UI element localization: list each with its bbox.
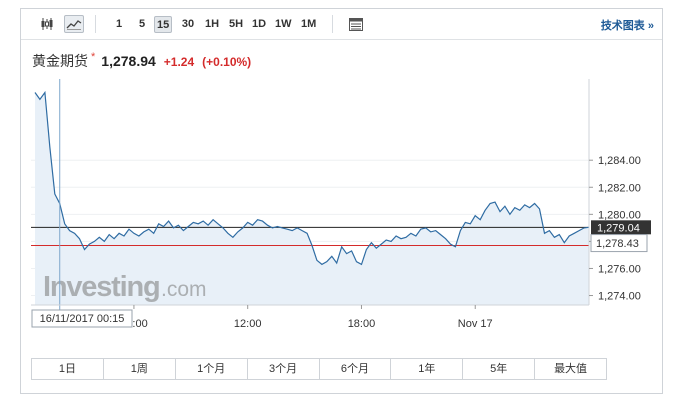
candlestick-icon[interactable] <box>38 15 56 33</box>
interval-5h[interactable]: 5H <box>229 18 244 30</box>
quote-header: 黄金期货 * 1,278.94 +1.24 (+0.10%) <box>32 51 251 71</box>
interval-30[interactable]: 30 <box>181 18 195 30</box>
interval-1[interactable]: 1 <box>115 18 123 30</box>
y-tick-label: 1,276.00 <box>598 263 641 275</box>
range-tab-7[interactable]: 最大值 <box>554 363 588 375</box>
price-area <box>35 92 589 305</box>
interval-1d[interactable]: 1D <box>252 18 267 30</box>
instrument-name: 黄金期货 <box>32 53 88 69</box>
x-tick-label: Nov 17 <box>458 318 493 330</box>
y-tick-label: 1,284.00 <box>598 155 641 167</box>
delayed-star-icon: * <box>91 51 96 63</box>
price-line <box>34 90 590 266</box>
range-tab-0[interactable]: 1日 <box>32 359 104 379</box>
crosshair-time-label: 16/11/2017 00:15 <box>40 313 125 325</box>
current-price-tag: 1,279.04 <box>591 220 651 235</box>
range-tab-1[interactable]: 1周 <box>104 359 176 379</box>
y-tick-label: 1,274.00 <box>598 291 641 303</box>
range-tab-5[interactable]: 1年 <box>391 359 464 379</box>
interval-15[interactable]: 15 <box>154 16 173 33</box>
y-tick-label: 1,280.00 <box>598 209 641 221</box>
table-icon[interactable] <box>347 15 365 33</box>
last-price: 1,278.94 <box>101 53 156 69</box>
interval-1m[interactable]: 1M <box>301 18 317 30</box>
line-chart-icon[interactable] <box>64 15 84 33</box>
x-tick-label: 12:00 <box>234 318 262 330</box>
chart-widget: 1 5 15 30 1H 5H 1D 1W 1M 技术图表 » 黄金期货 * 1,278.94 +1.… <box>20 8 663 394</box>
x-tick-label: 18:00 <box>348 318 376 330</box>
watermark-suffix: .com <box>161 278 207 301</box>
range-selector: 1日 1周 1个月 3个月 6个月 1年 5年 最大值 <box>31 358 607 380</box>
range-tab-2[interactable]: 1个月 <box>176 359 248 379</box>
price-chart[interactable]: Investing .com 1,274.001,276.001,278.001… <box>21 9 662 354</box>
range-tab-6[interactable]: 5年 <box>463 359 536 379</box>
toolbar-divider <box>332 15 333 33</box>
crosshair-time-tag: 16/11/2017 00:15 <box>31 309 133 328</box>
interval-5[interactable]: 5 <box>138 18 146 30</box>
price-change: +1.24 <box>163 55 195 69</box>
range-tab-3[interactable]: 3个月 <box>248 359 320 379</box>
range-tab-4[interactable]: 6个月 <box>320 359 392 379</box>
watermark-brand: Investing <box>43 271 160 303</box>
investing-watermark: Investing .com <box>43 271 207 303</box>
crosshair-price-label: 1,278.43 <box>596 238 639 250</box>
interval-1h[interactable]: 1H <box>205 18 220 30</box>
crosshair-price-tag: 1,278.43 <box>590 234 648 253</box>
price-change-percent: (+0.10%) <box>202 55 252 69</box>
current-price-label: 1,279.04 <box>597 222 640 234</box>
toolbar-divider <box>95 15 96 33</box>
interval-1w[interactable]: 1W <box>275 18 292 30</box>
y-tick-label: 1,282.00 <box>598 182 641 194</box>
technical-charts-link[interactable]: 技术图表 » <box>600 20 654 32</box>
chart-toolbar: 1 5 15 30 1H 5H 1D 1W 1M 技术图表 » <box>21 9 662 40</box>
